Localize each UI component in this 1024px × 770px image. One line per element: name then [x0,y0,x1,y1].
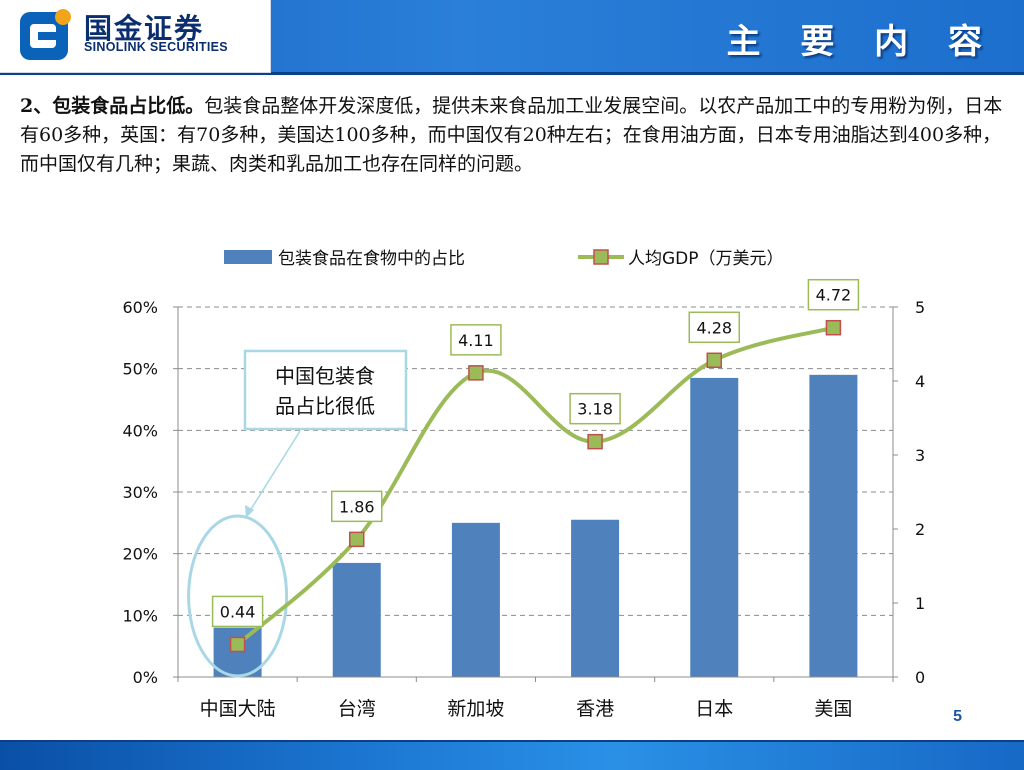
annotation: 中国包装食 品占比很低 [243,349,408,518]
y-left-tick-label: 50% [122,360,158,379]
x-tick-label: 中国大陆 [200,698,276,720]
bar [571,519,620,677]
annotation-line-1: 中国包装食 [275,364,375,388]
data-labels: 0.44 1.86 4.11 3.18 4.28 4.72 [211,278,860,628]
gdp-marker [587,433,603,450]
data-label-box [688,311,740,344]
data-label-box [450,324,502,356]
page-title: 主 要 内 容 [726,22,996,62]
gdp-marker [706,352,722,369]
legend-bar-swatch [224,250,272,264]
header-divider [0,72,1024,75]
bar-series [213,374,858,677]
data-label: 4.28 [696,318,732,337]
body-paragraph: 2、包装食品占比低。包装食品整体开发深度低，提供未来食品加工业发展空间。以农产品… [20,92,1010,179]
grid-lines [178,306,893,616]
y-right-tick-label: 1 [915,594,925,613]
x-tick-label: 美国 [814,698,852,720]
legend-line-marker [593,249,609,265]
data-label: 3.18 [577,400,613,419]
x-tick-label: 新加坡 [447,698,504,720]
y-right-tick-label: 3 [915,446,925,465]
x-tick-label: 香港 [576,698,614,720]
y-left-tick-label: 0% [133,668,158,687]
bar [690,377,739,677]
bar [809,374,858,677]
axes: 0% 10% 20% 30% 40% 50% 60% 0 1 2 3 4 5 中国大陆 台湾 新加坡 香港 日本 美… [122,298,925,720]
data-label: 1.86 [339,497,375,516]
gdp-line-series [229,319,842,653]
y-left-tick-label: 60% [122,298,158,317]
data-label-box [807,278,860,311]
data-label: 0.44 [220,602,256,621]
data-label-box [569,392,621,425]
bar [332,562,381,677]
annotation-box [243,349,408,431]
bar [451,522,500,677]
y-left-tick-label: 20% [122,545,158,564]
y-left-tick-label: 10% [122,606,158,625]
y-left-tick-label: 40% [122,421,158,440]
annotation-ellipse [187,514,289,678]
page-number: 5 [953,708,962,725]
logo: 国金证券 SINOLINK SECURITIES [0,0,271,73]
data-label: 4.72 [816,286,852,305]
bar [213,627,262,677]
gdp-line [236,325,834,646]
y-right-tick-label: 4 [915,372,925,391]
annotation-arrow-head [245,505,254,518]
y-left-tick-label: 30% [122,483,158,502]
legend: 包装食品在食物中的占比 人均GDP（万美元） [224,249,784,269]
paragraph-body: 包装食品整体开发深度低，提供未来食品加工业发展空间。以农产品加工中的专用粉为例，… [20,95,1003,175]
x-tick-label: 台湾 [338,698,376,720]
data-label-box [211,595,264,628]
gdp-marker [349,531,365,548]
data-label: 4.11 [458,331,494,350]
gdp-marker [468,365,484,381]
logo-text-en: SINOLINK SECURITIES [84,40,228,54]
legend-bar-label: 包装食品在食物中的占比 [278,249,465,269]
gdp-marker [229,636,246,653]
x-tick-label: 日本 [695,698,733,720]
annotation-line-2: 品占比很低 [275,394,375,418]
data-label-box [331,490,383,523]
legend-line-label: 人均GDP（万美元） [628,249,784,269]
y-right-tick-label: 5 [915,298,925,317]
paragraph-heading: 2、包装食品占比低。 [20,95,205,117]
footer-bar [0,740,1024,770]
annotation-ellipse-group [187,514,289,678]
annotation-arrow [247,430,301,515]
y-right-tick-label: 2 [915,520,925,539]
y-right-tick-label: 0 [915,668,925,687]
logo-text-cn: 国金证券 [84,12,205,45]
gdp-marker [825,319,842,336]
sinolink-logo-icon [20,9,71,60]
